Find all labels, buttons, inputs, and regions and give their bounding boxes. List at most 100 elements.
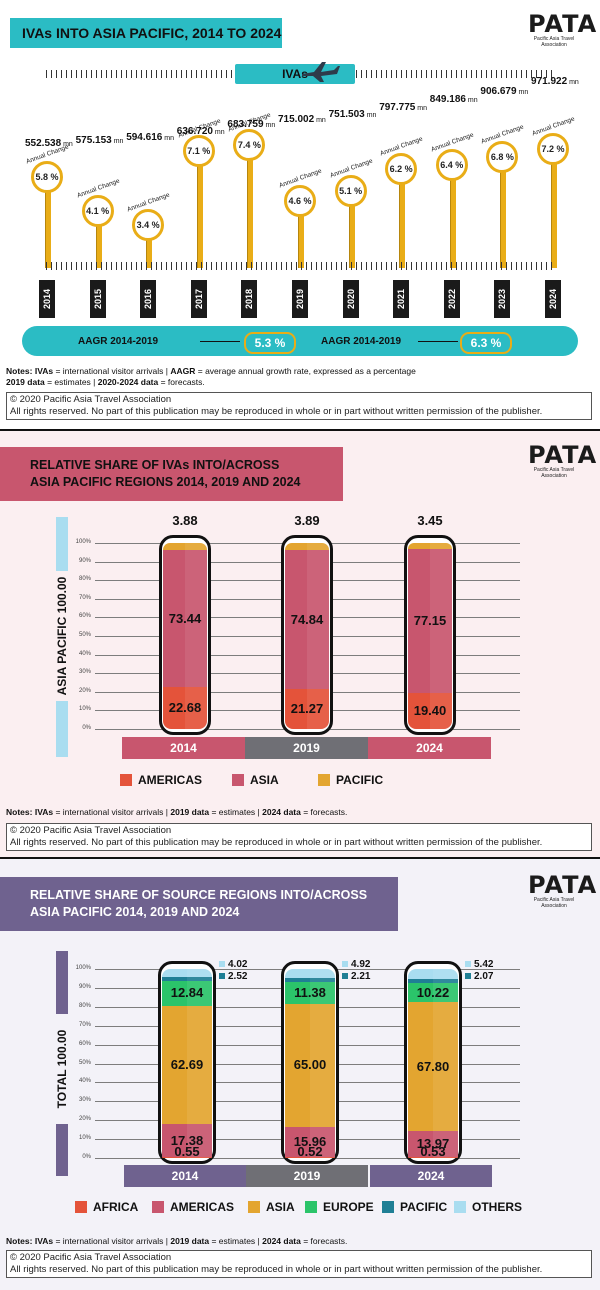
notes-ivas: IVAs — [34, 1236, 54, 1246]
rights-line: All rights reserved. No part of this pub… — [10, 837, 543, 848]
pata-logo: PATA Pacific Asia Travel Association — [528, 871, 598, 909]
pata-logo: PATA Pacific Asia Travel Association — [528, 441, 598, 479]
legend-swatch — [219, 961, 225, 967]
panel2-title-line1: RELATIVE SHARE OF IVAs INTO/ACROSS — [30, 458, 280, 472]
legend-item: AMERICAS — [120, 773, 202, 787]
segment-value-asia: 67.80 — [416, 1058, 450, 1074]
panel3-copyright: © 2020 Pacific Asia Travel Association A… — [6, 1250, 592, 1278]
aagr-left-connector — [200, 341, 240, 342]
ivas-value-unit: mn — [263, 121, 276, 129]
bar-segment-europe — [408, 983, 458, 1003]
segment-value-pacific: 2.21 — [342, 971, 370, 982]
legend-label: AMERICAS — [170, 1200, 235, 1214]
ivas-timeline-panel: IVAs INTO ASIA PACIFIC, 2014 TO 2024 PAT… — [0, 0, 600, 428]
notes-forecast-years: 2020-2024 data — [97, 377, 159, 387]
y-tick-label: 0% — [82, 725, 91, 731]
bar-shade — [187, 1005, 212, 1125]
bar-segment-americas — [163, 686, 207, 729]
pin-stem — [247, 145, 254, 268]
notes-2019: 2019 data — [170, 1236, 210, 1246]
panel1-notes: Notes: IVAs = international visitor arri… — [6, 366, 416, 388]
ivas-banner: IVAs — [235, 64, 355, 84]
bar-shade — [185, 550, 207, 687]
y-tick-label: 0% — [82, 1154, 91, 1160]
pin-stem — [196, 151, 203, 268]
category-label: 2024 — [370, 1165, 492, 1187]
legend-label: PACIFIC — [336, 773, 384, 787]
y-tick-label: 100% — [75, 539, 91, 545]
bar-segment-pacific — [163, 543, 207, 551]
year-tag: 2024 — [545, 280, 561, 318]
bar-segment-others — [408, 968, 458, 980]
pata-logo-text: PATA — [528, 441, 598, 469]
category-label: 2019 — [246, 1165, 368, 1187]
pin-stem — [95, 211, 102, 268]
y-tick-label: 90% — [78, 983, 91, 990]
segment-value-pacific: 2.07 — [465, 971, 493, 982]
pin-stem — [551, 149, 557, 268]
ivas-value-unit: mn — [162, 134, 175, 142]
segment-value-americas: 15.96 — [293, 1133, 327, 1149]
y-tick-label: 10% — [78, 706, 91, 713]
bar-shade — [433, 979, 458, 984]
annual-change-circle: 3.4 % — [132, 209, 165, 241]
panel1-title: IVAs INTO ASIA PACIFIC, 2014 TO 2024 — [10, 18, 282, 48]
bar-segment-africa — [408, 1156, 458, 1158]
notes-2019: 2019 data — [170, 807, 210, 817]
bar-segment-others — [285, 969, 335, 979]
aagr-right-connector — [418, 341, 458, 342]
year-tag: 2015 — [89, 280, 106, 318]
pacific-value: 2.21 — [351, 971, 371, 982]
y-tick-label: 40% — [78, 650, 91, 657]
year-tag-label: 2016 — [143, 288, 154, 310]
year-tag: 2016 — [140, 280, 157, 318]
segment-value-europe: 12.84 — [170, 985, 204, 1001]
bar-shade — [185, 543, 207, 551]
y-tick-label: 60% — [78, 1040, 91, 1047]
pata-logo: PATA Pacific Asia Travel Association — [528, 12, 596, 48]
notes-label: Notes: — [6, 1236, 33, 1246]
legend-item: PACIFIC — [318, 773, 383, 787]
year-tag-label: 2021 — [396, 288, 407, 310]
ivas-value-number: 575.153 — [75, 134, 112, 146]
year-tag: 2023 — [494, 280, 511, 318]
ivas-value-number: 751.503 — [328, 108, 365, 120]
panel3-title-line2: ASIA PACIFIC 2014, 2019 AND 2024 — [30, 905, 240, 919]
legend-label: ASIA — [266, 1200, 295, 1214]
year-tag: 2018 — [241, 280, 258, 318]
bar-shade — [433, 983, 458, 1003]
segment-value-americas: 22.68 — [168, 699, 202, 715]
segment-value-europe: 10.22 — [416, 984, 450, 1000]
panel3-title: RELATIVE SHARE OF SOURCE REGIONS INTO/AC… — [0, 877, 398, 931]
legend-swatch — [75, 1201, 87, 1213]
bar-shade — [430, 692, 452, 729]
bar-shade — [310, 969, 335, 979]
ivas-value-unit: mn — [314, 116, 326, 124]
pin-stem — [399, 169, 406, 268]
segment-value-americas: 13.97 — [416, 1135, 450, 1151]
y-tick-label: 60% — [78, 613, 91, 620]
year-tag-label: 2024 — [548, 288, 558, 310]
panel2-title: RELATIVE SHARE OF IVAs INTO/ACROSS ASIA … — [0, 447, 343, 501]
bar-segment-others — [162, 969, 212, 977]
bar-segment-pacific — [162, 976, 212, 982]
copyright-line: © 2020 Pacific Asia Travel Association — [10, 394, 172, 405]
annual-change-circle: 6.8 % — [486, 141, 519, 173]
segment-value-asia: 73.44 — [168, 610, 202, 626]
y-tick-label: 10% — [78, 1135, 91, 1142]
notes-2024: 2024 data — [262, 1236, 301, 1246]
notes-label: Notes: — [6, 807, 33, 817]
legend-item: AFRICA — [75, 1200, 138, 1214]
others-value: 5.42 — [474, 959, 494, 970]
ivas-value-unit: mn — [567, 79, 579, 86]
ivas-value-label: 797.775 mn — [379, 102, 427, 113]
bar-shade — [430, 549, 452, 693]
bar-segment-americas — [162, 1124, 212, 1157]
bar-shade — [433, 968, 458, 980]
ivas-value-number: 797.775 — [379, 101, 416, 113]
annual-change-circle: 6.2 % — [385, 153, 418, 185]
regions-share-panel: RELATIVE SHARE OF IVAs INTO/ACROSS ASIA … — [0, 431, 600, 857]
legend-item: AMERICAS — [152, 1200, 234, 1214]
legend-item: EUROPE — [305, 1200, 374, 1214]
pata-logo-text: PATA — [528, 871, 598, 899]
